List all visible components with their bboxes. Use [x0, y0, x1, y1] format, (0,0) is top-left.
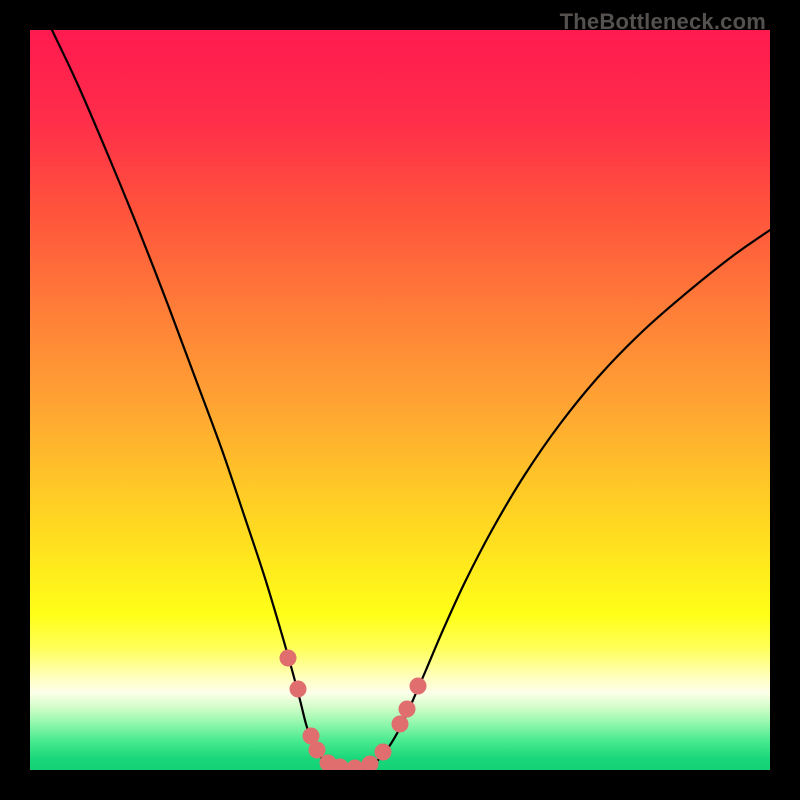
curve-marker [375, 744, 392, 761]
plot-area [30, 30, 770, 770]
curve-marker [392, 716, 409, 733]
curve-marker [290, 681, 307, 698]
curve-marker [362, 756, 379, 771]
curve-marker [280, 650, 297, 667]
curve-marker [309, 742, 326, 759]
watermark-text: TheBottleneck.com [560, 9, 766, 35]
curve-overlay [30, 30, 770, 770]
v-curve [52, 30, 770, 770]
curve-marker [410, 678, 427, 695]
curve-marker [399, 701, 416, 718]
curve-marker [347, 760, 364, 771]
chart-frame: TheBottleneck.com [0, 0, 800, 800]
